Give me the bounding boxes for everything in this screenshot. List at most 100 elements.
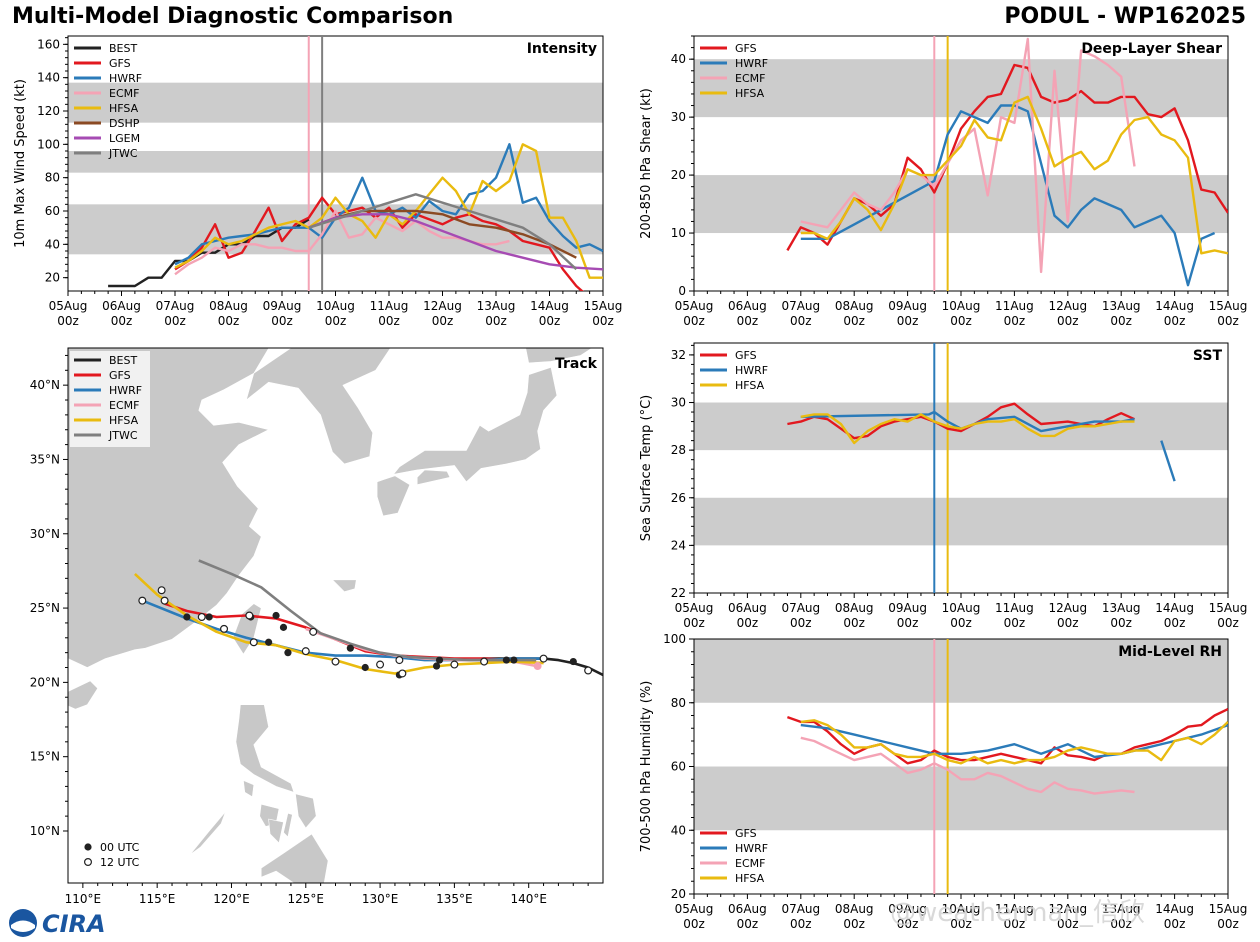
- y-tick-label: 22: [671, 586, 686, 600]
- figure-title: Multi-Model Diagnostic Comparison: [12, 4, 454, 29]
- x-tick-label: 00z: [897, 917, 919, 931]
- lat-tick-label: 20°N: [30, 675, 60, 689]
- x-tick-label: 00z: [1057, 314, 1079, 328]
- x-tick-label: 15Aug: [584, 299, 623, 313]
- marker-00utc: [205, 613, 213, 621]
- x-tick-label: 06Aug: [102, 299, 141, 313]
- y-tick-label: 100: [37, 137, 60, 151]
- x-tick-label: 14Aug: [530, 299, 569, 313]
- x-tick-label: 00z: [378, 314, 400, 328]
- y-tick-label: 20: [45, 271, 60, 285]
- x-tick-label: 13Aug: [1102, 299, 1141, 313]
- threshold-band: [68, 82, 603, 123]
- y-tick-label: 120: [37, 104, 60, 118]
- x-tick-label: 06Aug: [728, 902, 767, 916]
- lat-tick-label: 25°N: [30, 601, 60, 615]
- y-tick-label: 20: [671, 168, 686, 182]
- legend-label-dshp: DSHP: [109, 117, 140, 130]
- y-axis-label: 10m Max Wind Speed (kt): [13, 79, 28, 248]
- sst-chart: 22242628303205Aug00z06Aug00z07Aug00z08Au…: [639, 342, 1248, 630]
- marker-12utc: [450, 660, 459, 669]
- x-tick-label: 00z: [1164, 616, 1186, 630]
- series-line-ecmf: [174, 209, 510, 276]
- marker-12utc: [138, 596, 147, 605]
- lon-tick-label: 140°E: [510, 892, 547, 906]
- threshold-band: [694, 639, 1228, 703]
- legend-label-hfsa: HFSA: [735, 379, 765, 392]
- track-line-jtwc: [198, 559, 537, 662]
- logo-text: CIRA: [42, 910, 106, 938]
- marker-00utc: [435, 656, 444, 664]
- marker-12utc: [376, 660, 385, 669]
- land-samar-leyte: [295, 793, 317, 829]
- legend-label-best: BEST: [109, 42, 137, 55]
- legend-label-hwrf: HWRF: [109, 384, 142, 397]
- panel-label: SST: [1193, 348, 1223, 364]
- marker-12utc: [331, 657, 340, 666]
- storm-id-title: PODUL - WP162025: [1004, 4, 1246, 29]
- watermark: @weatherman_信欣: [890, 898, 1145, 928]
- y-tick-label: 30: [671, 110, 686, 124]
- y-tick-label: 40: [671, 823, 686, 837]
- land-hokkaido: [525, 348, 593, 364]
- legend-label-hfsa: HFSA: [109, 414, 139, 427]
- y-tick-label: 140: [37, 71, 60, 85]
- x-tick-label: 00z: [737, 616, 759, 630]
- lon-tick-label: 115°E: [139, 892, 176, 906]
- x-tick-label: 00z: [485, 314, 507, 328]
- marker-12utc: [160, 596, 169, 605]
- x-tick-label: 00z: [1057, 917, 1079, 931]
- x-tick-label: 00z: [843, 917, 865, 931]
- cira-logo: CIRA: [6, 906, 126, 938]
- land-korea-north: [245, 348, 391, 465]
- marker-00utc: [183, 613, 191, 621]
- x-tick-label: 05Aug: [49, 299, 88, 313]
- lon-tick-label: 110°E: [65, 892, 102, 906]
- x-tick-label: 12Aug: [423, 299, 462, 313]
- marker-00utc: [272, 611, 280, 620]
- y-tick-label: 40: [45, 237, 60, 251]
- land-hainan: [68, 680, 99, 710]
- series-line-hwrf: [800, 104, 1216, 287]
- rh-chart: 2040608010005Aug00z06Aug00z07Aug00z08Aug…: [639, 632, 1247, 931]
- legend-label-hwrf: HWRF: [735, 57, 768, 70]
- x-tick-label: 00z: [843, 616, 865, 630]
- land-kyushu: [376, 475, 411, 517]
- x-tick-label: 00z: [1004, 314, 1026, 328]
- x-tick-label: 00z: [1164, 917, 1186, 931]
- x-tick-label: 00z: [164, 314, 186, 328]
- land-luzon: [235, 704, 295, 793]
- legend-label-ecmf: ECMF: [109, 399, 139, 412]
- x-tick-label: 00z: [843, 314, 865, 328]
- x-tick-label: 00z: [683, 616, 705, 630]
- legend-label-jtwc: JTWC: [108, 429, 138, 442]
- threshold-band: [694, 175, 1228, 234]
- panel-label: Deep-Layer Shear: [1081, 41, 1222, 57]
- land-cebu: [283, 812, 293, 838]
- x-tick-label: 00z: [1110, 314, 1132, 328]
- x-tick-label: 00z: [790, 616, 812, 630]
- marker-12utc: [197, 612, 206, 621]
- plot-frame: [693, 342, 1229, 594]
- marker-12utc: [480, 657, 489, 666]
- y-tick-label: 100: [663, 632, 686, 646]
- x-tick-label: 00z: [1217, 917, 1239, 931]
- series-line-gfs: [786, 708, 1228, 765]
- x-tick-label: 08Aug: [835, 299, 874, 313]
- marker-00utc: [569, 657, 577, 666]
- x-tick-label: 15Aug: [1209, 601, 1248, 615]
- x-tick-label: 00z: [1164, 314, 1186, 328]
- series-line-gfs: [786, 63, 1228, 252]
- legend-label-hfsa: HFSA: [735, 87, 765, 100]
- legend-label-hfsa: HFSA: [109, 102, 139, 115]
- threshold-band: [68, 151, 603, 173]
- series-line-hfsa: [800, 95, 1228, 255]
- marker-12utc: [398, 669, 407, 678]
- y-tick-label: 20: [671, 887, 686, 901]
- legend-label-hfsa: HFSA: [735, 872, 765, 885]
- marker-12utc: [157, 586, 166, 595]
- x-tick-label: 14Aug: [1155, 601, 1194, 615]
- legend-bg: [70, 351, 150, 447]
- threshold-band: [694, 402, 1228, 451]
- y-tick-label: 32: [671, 348, 686, 362]
